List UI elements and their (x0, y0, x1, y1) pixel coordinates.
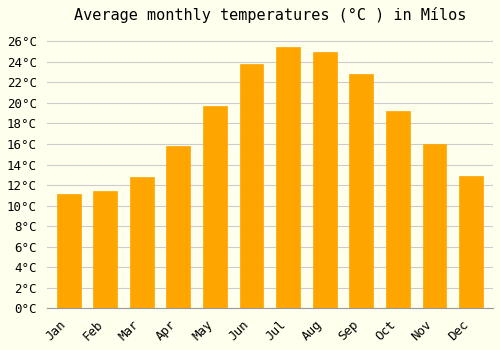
Bar (276, 48, 300, 308)
Bar (313, 51, 336, 308)
Bar (386, 111, 410, 308)
Bar (422, 144, 446, 308)
Bar (350, 74, 373, 308)
Bar (203, 106, 227, 308)
Bar (459, 176, 483, 308)
Bar (166, 146, 190, 308)
Bar (130, 177, 154, 308)
Title: Average monthly temperatures (°C ) in Mílos: Average monthly temperatures (°C ) in Mí… (74, 7, 466, 23)
Bar (56, 194, 80, 308)
Bar (240, 64, 264, 308)
Bar (94, 191, 117, 308)
